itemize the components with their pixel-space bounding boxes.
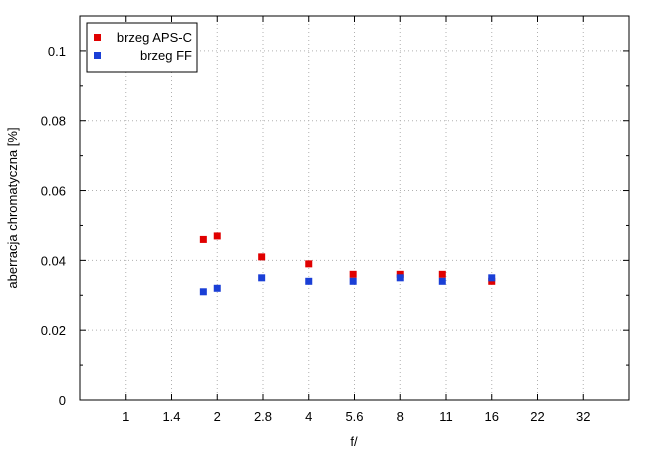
point-series-1 — [349, 277, 357, 285]
point-series-1 — [213, 284, 221, 292]
x-tick-label: 32 — [576, 409, 590, 424]
point-series-1 — [438, 277, 446, 285]
point-series-0 — [199, 235, 207, 243]
point-series-1 — [258, 274, 266, 282]
x-tick-label: 8 — [397, 409, 404, 424]
legend-label-aps-c: brzeg APS-C — [117, 30, 192, 45]
y-tick-label: 0 — [59, 393, 66, 408]
x-tick-label: 1 — [122, 409, 129, 424]
point-series-1 — [396, 274, 404, 282]
legend: brzeg APS-C brzeg FF — [86, 22, 198, 73]
grid — [80, 16, 629, 400]
x-tick-label: 11 — [439, 409, 453, 424]
y-axis-title: aberracja chromatyczna [%] — [5, 127, 20, 288]
point-series-0 — [438, 270, 446, 278]
point-series-0 — [213, 232, 221, 240]
y-tick-label: 0.06 — [41, 184, 66, 199]
x-tick-label: 16 — [485, 409, 499, 424]
legend-label-ff: brzeg FF — [140, 48, 192, 63]
x-tick-label: 22 — [530, 409, 544, 424]
x-tick-label: 1.4 — [162, 409, 180, 424]
y-tick-label: 0.08 — [41, 114, 66, 129]
point-series-0 — [258, 253, 266, 261]
y-tick-labels: 0 0.02 0.04 0.06 0.08 0.1 — [41, 44, 66, 408]
point-series-1 — [305, 277, 313, 285]
x-tick-label: 4 — [305, 409, 312, 424]
y-tick-label: 0.1 — [48, 44, 66, 59]
x-tick-label: 5.6 — [345, 409, 363, 424]
data-points — [199, 232, 496, 296]
x-tick-labels: 1 1.4 2 2.8 4 5.6 8 11 16 22 32 — [122, 409, 590, 424]
x-tick-label: 2.8 — [254, 409, 272, 424]
y-tick-label: 0.02 — [41, 323, 66, 338]
legend-swatch-aps-c — [94, 34, 101, 41]
legend-box — [86, 22, 198, 73]
legend-swatch-ff — [94, 52, 101, 59]
x-tick-label: 2 — [214, 409, 221, 424]
x-axis-title: f/ — [350, 434, 358, 449]
point-series-1 — [488, 274, 496, 282]
axis-ticks — [80, 16, 629, 401]
point-series-0 — [349, 270, 357, 278]
point-series-1 — [199, 288, 207, 296]
point-series-0 — [305, 260, 313, 268]
y-tick-label: 0.04 — [41, 253, 66, 268]
